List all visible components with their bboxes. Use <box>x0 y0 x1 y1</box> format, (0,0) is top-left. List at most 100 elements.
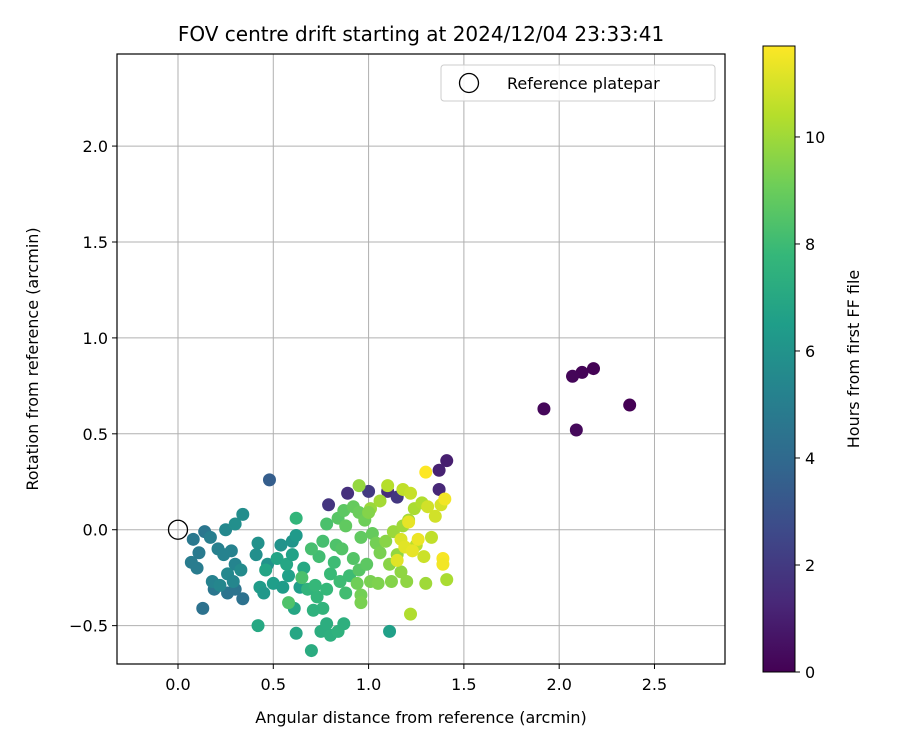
reference-marker <box>167 519 189 540</box>
data-point <box>308 578 322 592</box>
data-point <box>440 573 454 587</box>
data-point <box>289 511 303 525</box>
data-point <box>350 576 364 590</box>
data-point <box>270 551 284 565</box>
data-point <box>352 479 366 493</box>
data-point <box>327 555 341 569</box>
data-point <box>186 532 200 546</box>
data-point <box>424 530 438 544</box>
data-point <box>428 509 442 523</box>
data-point <box>440 454 454 468</box>
data-point <box>203 530 217 544</box>
y-tick-label: 1.5 <box>83 233 108 252</box>
data-point <box>373 546 387 560</box>
y-tick-label: 0.5 <box>83 425 108 444</box>
data-point <box>335 542 349 556</box>
data-point <box>417 550 431 564</box>
data-point <box>257 586 271 600</box>
data-point <box>282 569 296 583</box>
y-axis-ticks: −0.5 0.0 0.5 1.0 1.5 2.0 <box>69 137 117 636</box>
colorbar-tick-label: 10 <box>805 128 825 147</box>
colorbar: 0 2 4 6 8 10 Hours from first FF file <box>762 45 863 682</box>
data-point <box>228 517 242 531</box>
data-point <box>280 557 294 571</box>
data-point <box>623 398 637 412</box>
x-tick-label: 0.0 <box>165 675 190 694</box>
data-point <box>390 553 404 567</box>
data-point <box>289 528 303 542</box>
data-point <box>249 548 263 562</box>
colorbar-ticks: 0 2 4 6 8 10 <box>795 128 825 682</box>
data-point <box>404 486 418 500</box>
colorbar-tick-label: 8 <box>805 235 815 254</box>
data-point <box>213 578 227 592</box>
legend-label-reference: Reference platepar <box>507 74 660 93</box>
data-point <box>373 494 387 508</box>
data-point <box>276 580 290 594</box>
data-point <box>432 482 446 496</box>
data-point <box>333 575 347 589</box>
reference-platepar-point <box>167 519 189 540</box>
data-point <box>362 484 376 498</box>
chart-title: FOV centre drift starting at 2024/12/04 … <box>178 22 664 46</box>
data-point <box>339 586 353 600</box>
data-point <box>339 519 353 533</box>
data-point <box>371 576 385 590</box>
data-point <box>320 617 334 631</box>
y-tick-label: 1.0 <box>83 329 108 348</box>
data-point <box>404 607 418 621</box>
data-point <box>274 538 288 552</box>
data-point <box>341 486 355 500</box>
data-point <box>354 596 368 610</box>
data-point <box>432 463 446 477</box>
data-point <box>586 362 600 376</box>
data-point <box>569 423 583 437</box>
data-point <box>438 492 452 506</box>
data-point <box>421 500 435 514</box>
colorbar-tick-label: 4 <box>805 449 815 468</box>
x-tick-label: 1.5 <box>451 675 476 694</box>
data-point <box>566 369 580 383</box>
x-tick-label: 1.0 <box>356 675 381 694</box>
data-point <box>236 592 250 606</box>
data-point <box>304 542 318 556</box>
legend-box <box>440 64 716 102</box>
data-point <box>251 619 265 633</box>
legend-marker-reference <box>458 72 480 94</box>
colorbar-tick-label: 6 <box>805 342 815 361</box>
data-point <box>234 563 248 577</box>
data-point <box>219 523 233 537</box>
data-point <box>320 517 334 531</box>
data-point <box>360 557 374 571</box>
data-point <box>190 561 204 575</box>
data-points <box>184 362 637 658</box>
data-point <box>251 536 265 550</box>
x-tick-label: 0.5 <box>261 675 286 694</box>
data-point <box>394 565 408 579</box>
legend: Reference platepar <box>440 64 716 102</box>
data-point <box>411 532 425 546</box>
data-point <box>537 402 551 416</box>
data-point <box>282 596 296 610</box>
data-point <box>419 576 433 590</box>
data-point <box>379 534 393 548</box>
data-point <box>346 551 360 565</box>
colorbar-label: Hours from first FF file <box>844 270 863 449</box>
data-point <box>304 644 318 658</box>
data-point <box>316 534 330 548</box>
data-point <box>381 479 395 493</box>
data-point <box>310 590 324 604</box>
colorbar-tick-label: 2 <box>805 556 815 575</box>
data-point <box>400 575 414 589</box>
data-point <box>436 557 450 571</box>
data-point <box>306 603 320 617</box>
y-tick-label: −0.5 <box>69 617 108 636</box>
data-point <box>384 575 398 589</box>
y-axis-label: Rotation from reference (arcmin) <box>23 227 42 490</box>
x-axis-ticks: 0.0 0.5 1.0 1.5 2.0 2.5 <box>165 664 667 694</box>
data-point <box>236 507 250 521</box>
grid-lines <box>117 54 725 664</box>
data-point <box>402 515 416 529</box>
x-tick-label: 2.0 <box>546 675 571 694</box>
